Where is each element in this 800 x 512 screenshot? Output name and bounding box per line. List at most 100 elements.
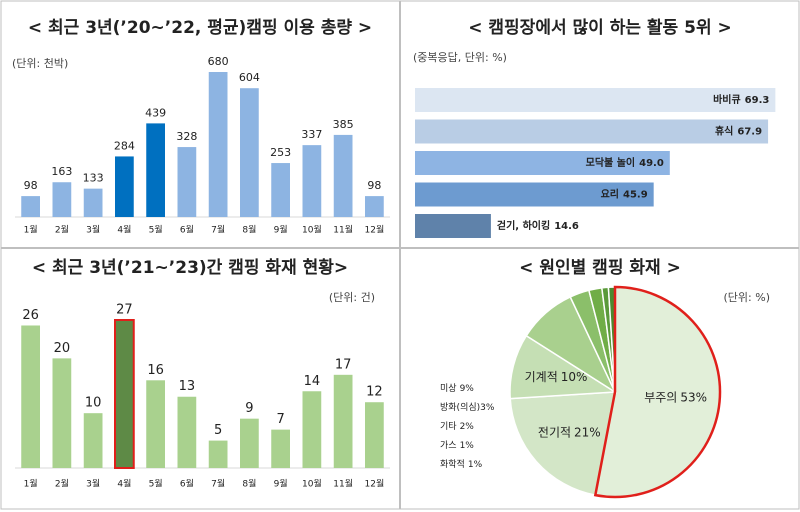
bar-label: 요리 45.9 (601, 188, 648, 201)
x-tick-label: 9월 (274, 478, 288, 490)
bar (365, 402, 384, 468)
value-label: 439 (145, 106, 166, 119)
category-label: 부주의 (644, 390, 677, 404)
value-label: 13 (179, 379, 196, 394)
bar (271, 429, 290, 468)
side-label: 화학적 1% (440, 458, 483, 470)
bar (177, 147, 197, 217)
category-label: 기타 (440, 421, 457, 432)
bar (415, 88, 776, 112)
value-label: 10 (85, 396, 102, 411)
category-label: 방화(의심) (440, 402, 480, 413)
bar (83, 188, 103, 217)
x-tick-label: 10월 (302, 224, 322, 236)
x-tick-label: 4월 (117, 224, 131, 236)
bar (333, 374, 353, 468)
value-label: 67.9 (737, 127, 762, 138)
slice-label: 전기적 21% (538, 425, 601, 439)
value-label: 2% (460, 422, 475, 432)
value-label: 284 (114, 139, 135, 152)
chart-title: < 캠핑장에서 많이 하는 활동 5위 > (468, 17, 732, 38)
value-label: 3% (480, 403, 495, 413)
x-tick-label: 1월 (24, 224, 38, 236)
bar (415, 182, 654, 207)
bar (415, 119, 769, 144)
category-label: 미상 (440, 383, 457, 394)
slice-label: 기계적 10% (525, 369, 588, 383)
bar (146, 123, 165, 217)
bar (146, 380, 165, 468)
value-label: 9 (245, 401, 253, 416)
bar (208, 72, 228, 217)
value-label: 5 (214, 423, 222, 438)
value-label: 49.0 (639, 158, 664, 169)
bar (333, 134, 353, 217)
x-tick-label: 4월 (117, 478, 131, 490)
value-label: 45.9 (623, 190, 648, 201)
value-label: 98 (367, 179, 381, 192)
x-tick-label: 2월 (55, 478, 69, 490)
x-tick-label: 3월 (86, 478, 100, 490)
x-tick-label: 5월 (149, 478, 163, 490)
bar (271, 163, 290, 217)
bar (415, 151, 670, 175)
unit-label: (단위: 건) (329, 291, 375, 304)
bar (302, 145, 322, 217)
category-label: 전기적 (538, 425, 571, 439)
x-tick-label: 8월 (242, 478, 256, 490)
bar (208, 440, 228, 468)
bar (21, 325, 40, 468)
x-tick-label: 9월 (274, 224, 288, 236)
value-label: 53% (680, 390, 707, 404)
value-label: 10% (561, 369, 588, 383)
value-label: 14 (304, 374, 321, 389)
value-label: 17 (335, 357, 352, 372)
value-label: 20 (54, 341, 71, 356)
bar-label: 바비큐 69.3 (713, 93, 769, 106)
value-label: 1% (468, 460, 483, 470)
category-label: 화학적 (440, 458, 465, 470)
value-label: 7 (276, 412, 284, 427)
side-label: 가스 1% (440, 440, 474, 451)
bar (177, 396, 197, 468)
category-label: 요리 (601, 188, 619, 201)
bar (365, 196, 384, 217)
value-label: 69.3 (745, 95, 770, 106)
side-label: 방화(의심)3% (440, 402, 495, 413)
value-label: 26 (22, 308, 39, 323)
category-label: 걷기, 하이킹 (497, 219, 550, 232)
unit-label: (단위: %) (724, 291, 770, 304)
category-label: 모닥불 놀이 (586, 156, 635, 169)
value-label: 98 (24, 179, 38, 192)
chart-title: < 최근 3년(’20~’22, 평균)캠핑 이용 총량 > (28, 18, 372, 38)
bar (83, 413, 103, 468)
x-tick-label: 7월 (211, 478, 225, 490)
chart-title: < 최근 3년(’21~’23)간 캠핑 화재 현황> (32, 258, 348, 278)
unit-label: (중복응답, 단위: %) (413, 51, 507, 64)
value-label: 9% (460, 384, 475, 394)
value-label: 14.6 (554, 221, 579, 232)
value-label: 133 (83, 172, 104, 185)
category-label: 휴식 (715, 125, 733, 138)
bar-label: 모닥불 놀이 49.0 (586, 156, 664, 169)
value-label: 604 (239, 71, 260, 84)
pie-slice (509, 391, 616, 497)
x-tick-label: 11월 (333, 478, 353, 490)
unit-label: (단위: 천박) (12, 56, 68, 70)
side-label: 기타 2% (440, 421, 474, 432)
bar (240, 88, 259, 218)
value-label: 253 (270, 146, 291, 159)
bar (415, 214, 491, 238)
value-label: 163 (51, 165, 72, 178)
category-label: 바비큐 (713, 93, 741, 106)
bar (240, 418, 259, 468)
x-tick-label: 10월 (302, 478, 322, 490)
bar-label: 휴식 67.9 (715, 125, 762, 138)
bar (302, 391, 322, 468)
value-label: 680 (208, 55, 229, 68)
category-label: 가스 (440, 440, 457, 451)
bar (115, 156, 134, 217)
value-label: 385 (333, 118, 354, 131)
x-tick-label: 11월 (333, 224, 353, 236)
